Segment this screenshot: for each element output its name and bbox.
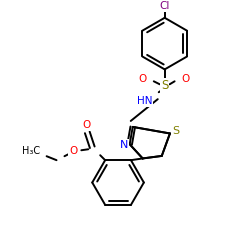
Text: Cl: Cl [160,1,170,11]
Text: S: S [161,79,168,92]
Text: S: S [172,126,180,136]
Text: O: O [182,74,190,84]
Text: H₃C: H₃C [22,146,40,156]
Text: O: O [82,120,90,130]
Text: HN: HN [137,96,152,106]
Text: N: N [120,140,128,150]
Text: O: O [69,146,78,156]
Text: O: O [139,74,147,84]
